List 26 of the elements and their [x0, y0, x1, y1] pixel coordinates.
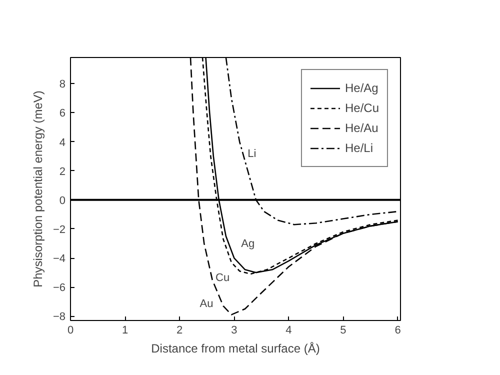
y-tick-label: −4	[52, 253, 66, 266]
x-tick-label: 2	[176, 324, 183, 336]
x-tick-label: 6	[394, 324, 401, 336]
y-tick-label: 0	[59, 194, 66, 207]
x-tick-label: 0	[67, 324, 74, 336]
y-tick-label: 2	[59, 166, 66, 178]
y-axis-title: Physisorption potential energy (meV)	[30, 90, 45, 288]
x-tick-label: 4	[286, 324, 292, 336]
annotation: Li	[248, 148, 256, 160]
x-axis-title: Distance from metal surface (Å)	[151, 342, 320, 356]
annotation: Ag	[241, 238, 255, 250]
y-tick-label: 4	[59, 136, 66, 149]
legend-label: He/Ag	[344, 81, 378, 95]
y-tick-label: −8	[52, 311, 66, 324]
y-tick-label: −2	[52, 224, 66, 236]
x-tick-label: 3	[231, 324, 238, 336]
legend-label: He/Cu	[344, 101, 379, 115]
legend-label: He/Au	[344, 121, 378, 135]
y-tick-label: 8	[59, 78, 66, 91]
x-tick-label: 1	[122, 324, 128, 336]
x-tick-label: 5	[340, 324, 346, 336]
y-tick-label: −6	[52, 282, 66, 294]
annotation: Au	[200, 298, 214, 310]
legend-label: He/Li	[344, 141, 373, 155]
y-tick-label: 6	[59, 108, 66, 120]
annotation: Cu	[216, 272, 230, 284]
